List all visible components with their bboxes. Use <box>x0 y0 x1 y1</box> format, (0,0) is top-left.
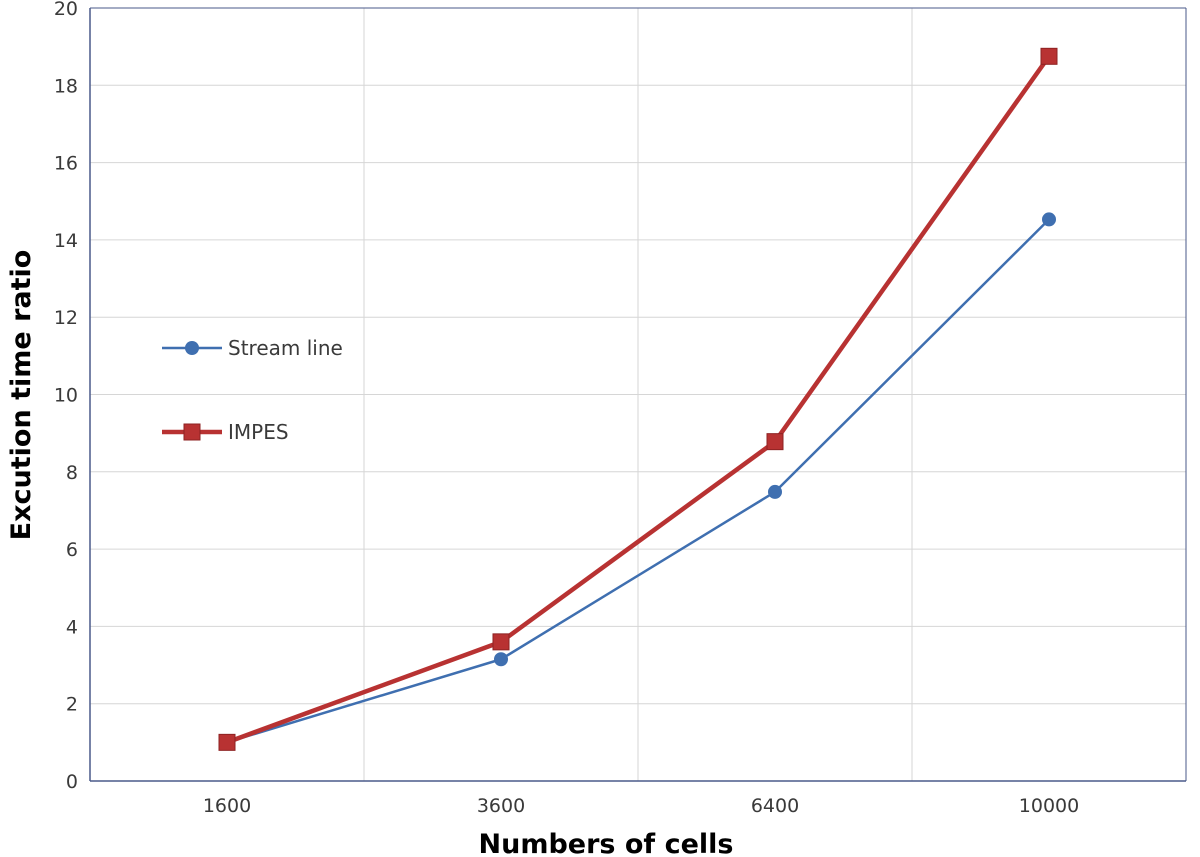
data-point <box>766 433 784 451</box>
data-point <box>768 484 782 499</box>
gridlines <box>90 7 1186 781</box>
data-point <box>1042 212 1056 227</box>
axes <box>89 7 1187 782</box>
y-tick-label: 10 <box>54 385 78 407</box>
y-tick-label: 18 <box>54 75 78 97</box>
y-tick-label: 16 <box>54 153 78 175</box>
y-tick-label: 2 <box>66 694 78 716</box>
data-point <box>1040 47 1058 65</box>
y-tick-label: 0 <box>66 771 78 793</box>
x-tick-labels: 1600 3600 6400 10000 <box>203 795 1079 817</box>
series-line <box>226 55 1051 745</box>
x-tick-label: 3600 <box>477 795 525 817</box>
y-tick-label: 4 <box>66 616 78 638</box>
data-point <box>218 733 236 751</box>
series-impes <box>218 47 1058 751</box>
legend: Stream line IMPES <box>162 336 343 444</box>
y-tick-label: 14 <box>54 230 78 252</box>
data-point <box>494 652 508 667</box>
series-line <box>226 218 1050 744</box>
legend-entry: IMPES <box>162 420 289 444</box>
legend-marker <box>183 423 201 441</box>
legend-marker <box>185 341 199 355</box>
x-tick-label: 10000 <box>1019 795 1079 817</box>
x-axis-title: Numbers of cells <box>479 829 734 857</box>
y-tick-labels: 0 2 4 6 8 10 12 14 16 18 20 <box>54 0 78 793</box>
y-tick-label: 12 <box>54 307 78 329</box>
y-tick-label: 20 <box>54 0 78 20</box>
x-tick-label: 6400 <box>751 795 799 817</box>
legend-label: IMPES <box>228 420 289 444</box>
y-tick-label: 6 <box>66 539 78 561</box>
y-axis-title: Excution time ratio <box>6 250 37 541</box>
legend-label: Stream line <box>228 336 343 360</box>
x-tick-label: 1600 <box>203 795 251 817</box>
y-tick-label: 8 <box>66 462 78 484</box>
data-point <box>492 633 510 651</box>
series <box>218 47 1058 751</box>
legend-entry: Stream line <box>162 336 343 360</box>
